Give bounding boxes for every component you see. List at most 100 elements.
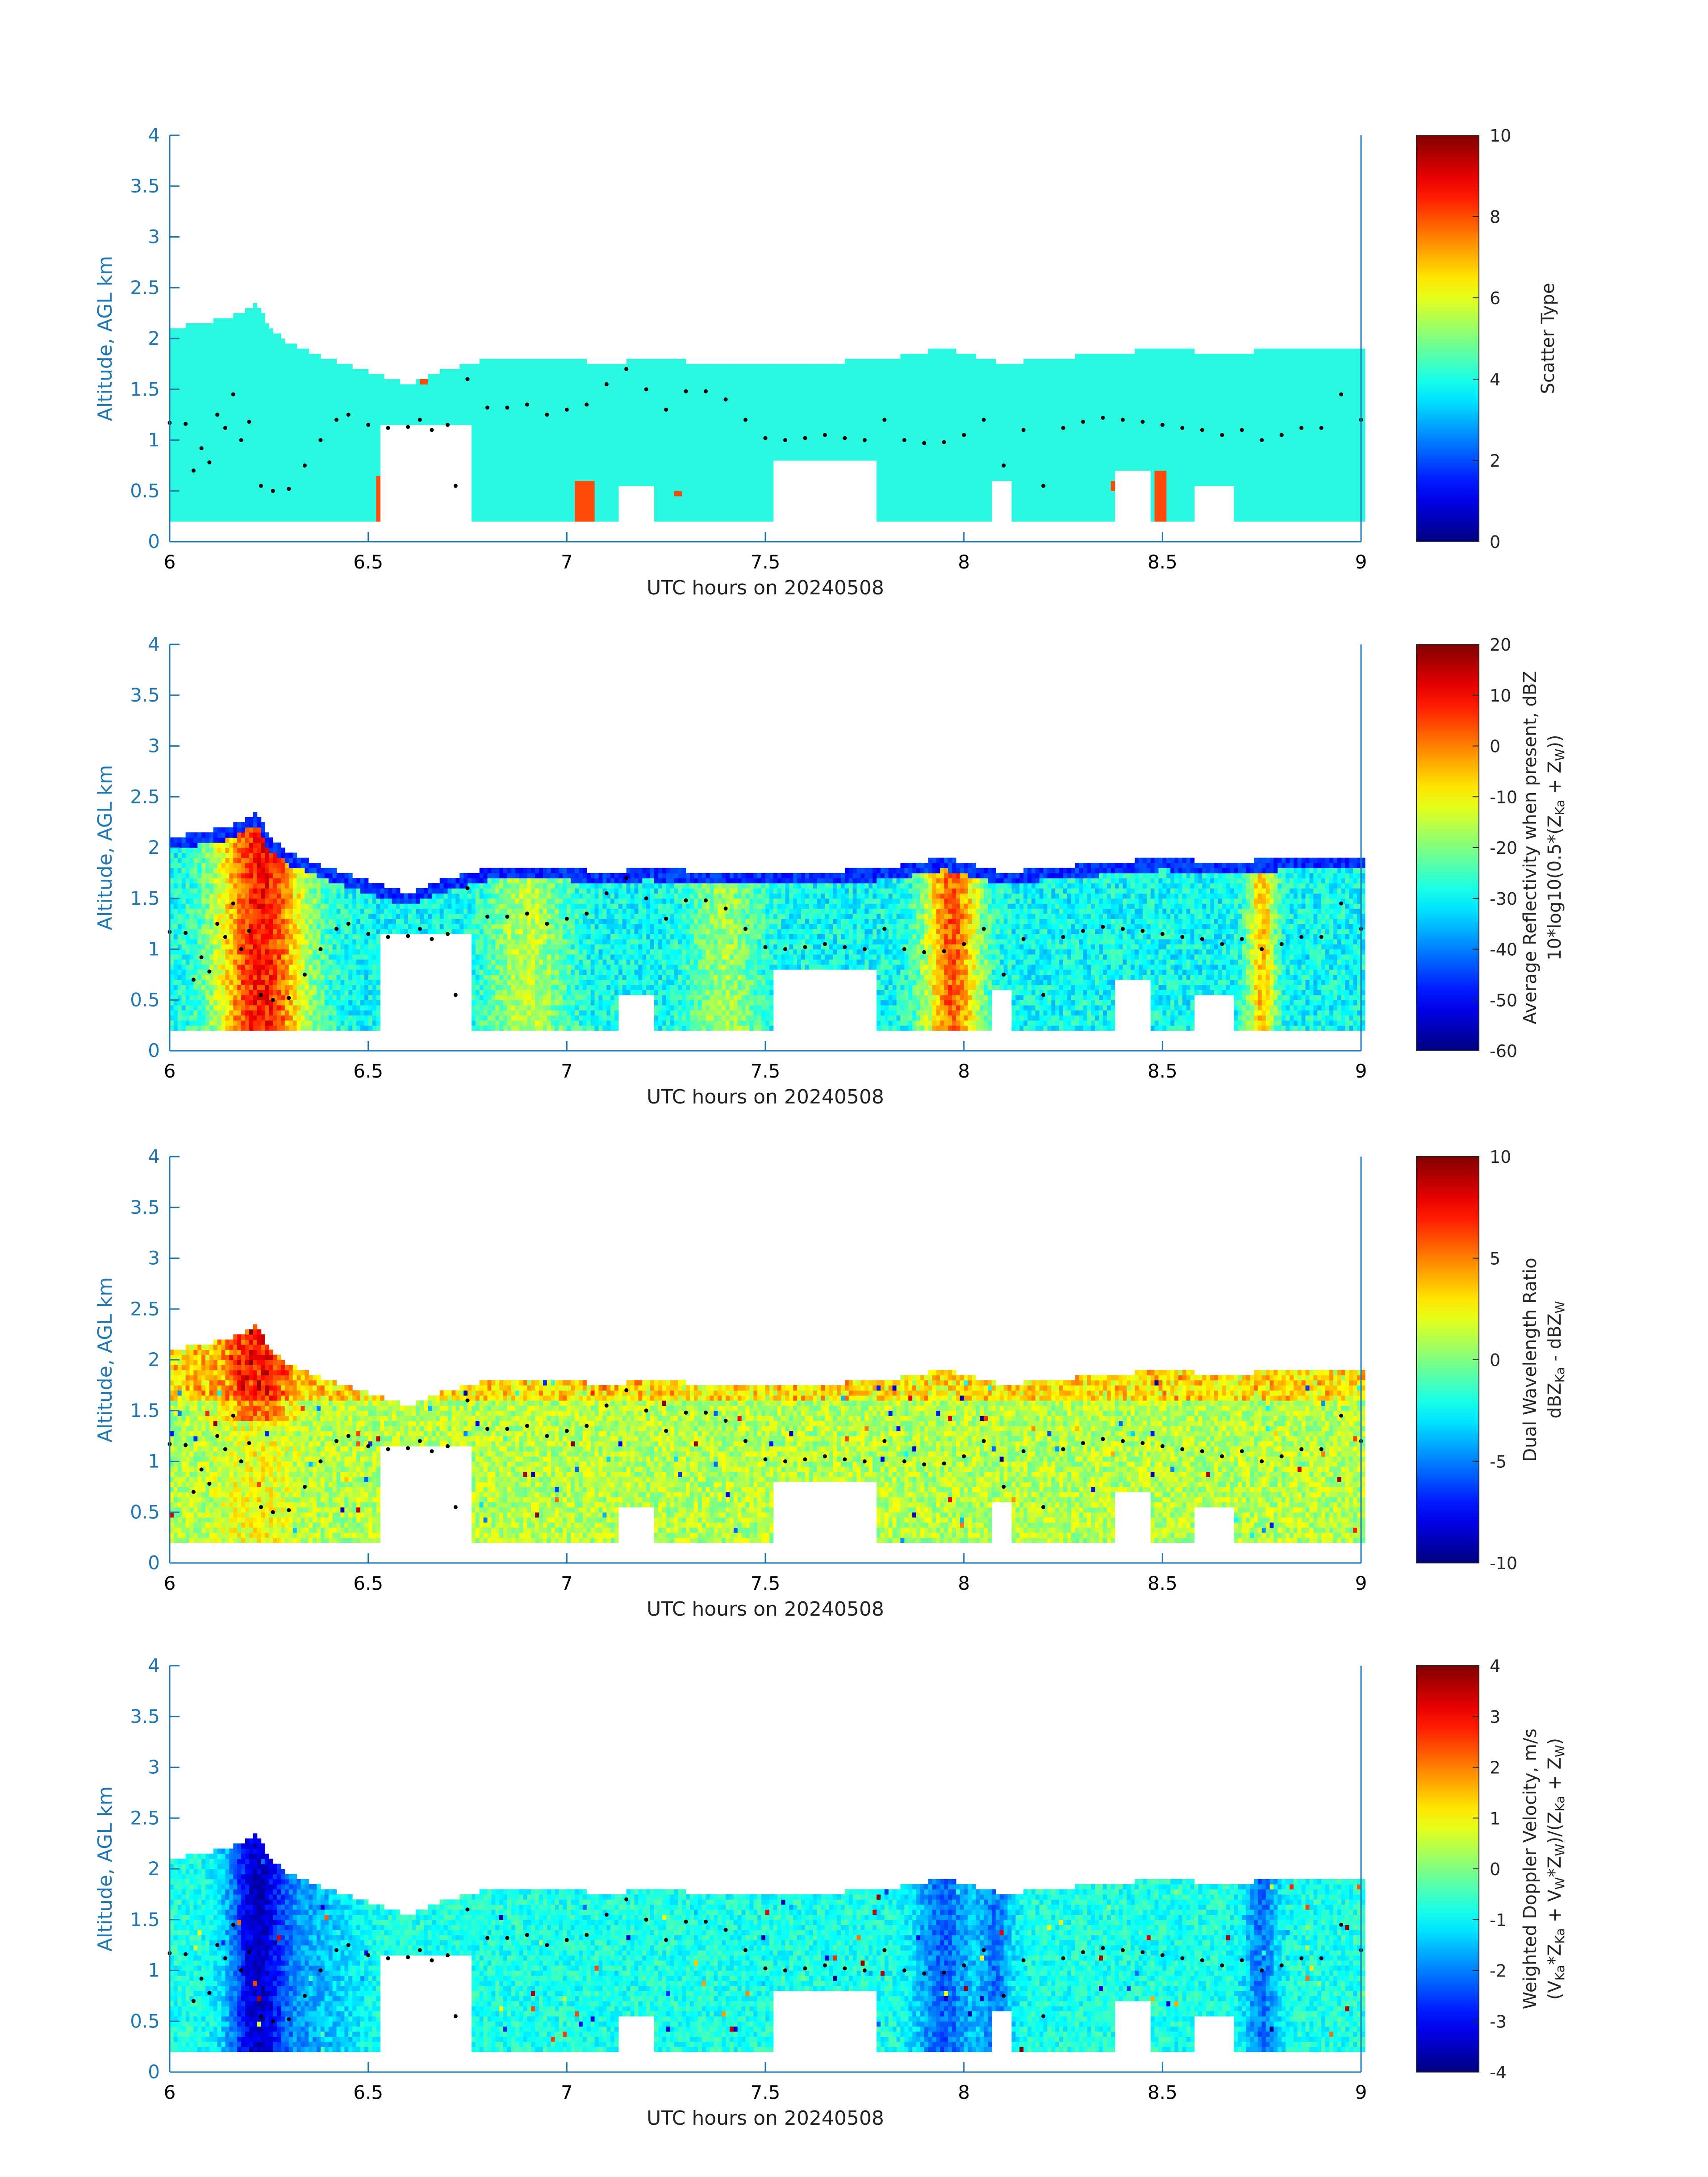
- heatmap-cell: [547, 491, 551, 496]
- heatmap-cell: [511, 460, 516, 466]
- heatmap-cell: [245, 405, 250, 410]
- heatmap-cell: [495, 445, 500, 451]
- heatmap-cell: [209, 379, 214, 384]
- heatmap-cell: [547, 384, 551, 389]
- heatmap-cell: [436, 409, 440, 415]
- heatmap-cell: [190, 343, 194, 349]
- heatmap-cell: [237, 491, 242, 496]
- heatmap-cell: [237, 425, 242, 430]
- heatmap-cell: [249, 318, 254, 324]
- heatmap-cell: [476, 496, 480, 501]
- heatmap-cell: [360, 400, 365, 405]
- heatmap-cell: [531, 400, 535, 405]
- heatmap-cell: [451, 409, 456, 415]
- heatmap-cell: [392, 405, 397, 410]
- heatmap-cell: [257, 374, 262, 380]
- heatmap-cell: [591, 476, 595, 481]
- heatmap-cell: [329, 465, 333, 471]
- heatmap-cell: [543, 516, 547, 522]
- heatmap-cell: [293, 359, 297, 364]
- heatmap-cell: [249, 354, 254, 359]
- heatmap-cell: [344, 481, 349, 486]
- heatmap-cell: [261, 384, 266, 389]
- heatmap-cell: [535, 409, 539, 415]
- heatmap-cell: [523, 415, 528, 420]
- heatmap-cell: [213, 389, 218, 395]
- heatmap-cell: [285, 369, 289, 374]
- heatmap-cell: [658, 496, 663, 501]
- heatmap-cell: [571, 435, 575, 440]
- heatmap-cell: [301, 364, 305, 369]
- heatmap-cell: [476, 506, 480, 511]
- heatmap-cell: [205, 425, 210, 430]
- heatmap-cell: [265, 323, 269, 329]
- heatmap-cell: [289, 481, 293, 486]
- heatmap-cell: [253, 349, 258, 354]
- heatmap-cell: [480, 506, 484, 511]
- heatmap-cell: [352, 501, 357, 506]
- heatmap-cell: [599, 450, 603, 455]
- heatmap-cell: [344, 476, 349, 481]
- heatmap-cell: [559, 379, 564, 384]
- heatmap-cell: [269, 445, 273, 451]
- heatmap-cell: [233, 455, 238, 461]
- heatmap-cell: [650, 405, 655, 410]
- heatmap-cell: [587, 374, 591, 380]
- heatmap-cell: [507, 420, 512, 425]
- heatmap-cell: [646, 425, 651, 430]
- heatmap-cell: [257, 394, 262, 400]
- heatmap-cell: [333, 516, 337, 522]
- heatmap-1: [170, 303, 1366, 522]
- heatmap-cell: [305, 425, 309, 430]
- heatmap-cell: [606, 501, 611, 506]
- heatmap-cell: [559, 394, 564, 400]
- heatmap-cell: [547, 405, 551, 410]
- heatmap-cell: [265, 384, 269, 389]
- heatmap-cell: [301, 511, 305, 517]
- heatmap-cell: [638, 476, 643, 481]
- heatmap-cell: [610, 481, 615, 486]
- heatmap-cell: [646, 379, 651, 384]
- heatmap-cell: [309, 471, 313, 476]
- heatmap-cell: [297, 405, 301, 410]
- heatmap-cell: [567, 496, 571, 501]
- heatmap-cell: [305, 481, 309, 486]
- heatmap-cell: [567, 476, 571, 481]
- heatmap-cell: [480, 481, 484, 486]
- heatmap-cell: [372, 389, 377, 395]
- heatmap-cell: [551, 359, 555, 364]
- heatmap-cell: [281, 506, 285, 511]
- heatmap-cell: [376, 409, 381, 415]
- heatmap-cell: [178, 379, 182, 384]
- heatmap-cell: [269, 405, 273, 410]
- heatmap-cell: [547, 374, 551, 380]
- heatmap-cell: [360, 384, 365, 389]
- heatmap-cell: [626, 409, 631, 415]
- heatmap-cell: [197, 359, 202, 364]
- heatmap-cell: [484, 455, 488, 461]
- heatmap-cell: [488, 364, 492, 369]
- heatmap-cell: [472, 430, 476, 435]
- heatmap-cell: [511, 435, 516, 440]
- heatmap-cell: [253, 511, 258, 517]
- heatmap-cell: [293, 476, 297, 481]
- heatmap-cell: [614, 430, 619, 435]
- heatmap-cell: [213, 323, 218, 329]
- heatmap-cell: [635, 389, 639, 395]
- heatmap-cell: [344, 506, 349, 511]
- heatmap-cell: [587, 465, 591, 471]
- heatmap-cell: [527, 476, 531, 481]
- heatmap-cell: [495, 389, 500, 395]
- heatmap-cell: [217, 374, 222, 380]
- heatmap-cell: [551, 445, 555, 451]
- heatmap-cell: [293, 440, 297, 446]
- heatmap-cell: [273, 435, 277, 440]
- heatmap-cell: [329, 364, 333, 369]
- heatmap-cell: [301, 359, 305, 364]
- heatmap-cell: [305, 405, 309, 410]
- heatmap-cell: [631, 471, 635, 476]
- heatmap-cell: [515, 369, 520, 374]
- heatmap-cell: [543, 384, 547, 389]
- heatmap-cell: [273, 400, 277, 405]
- heatmap-cell: [277, 415, 281, 420]
